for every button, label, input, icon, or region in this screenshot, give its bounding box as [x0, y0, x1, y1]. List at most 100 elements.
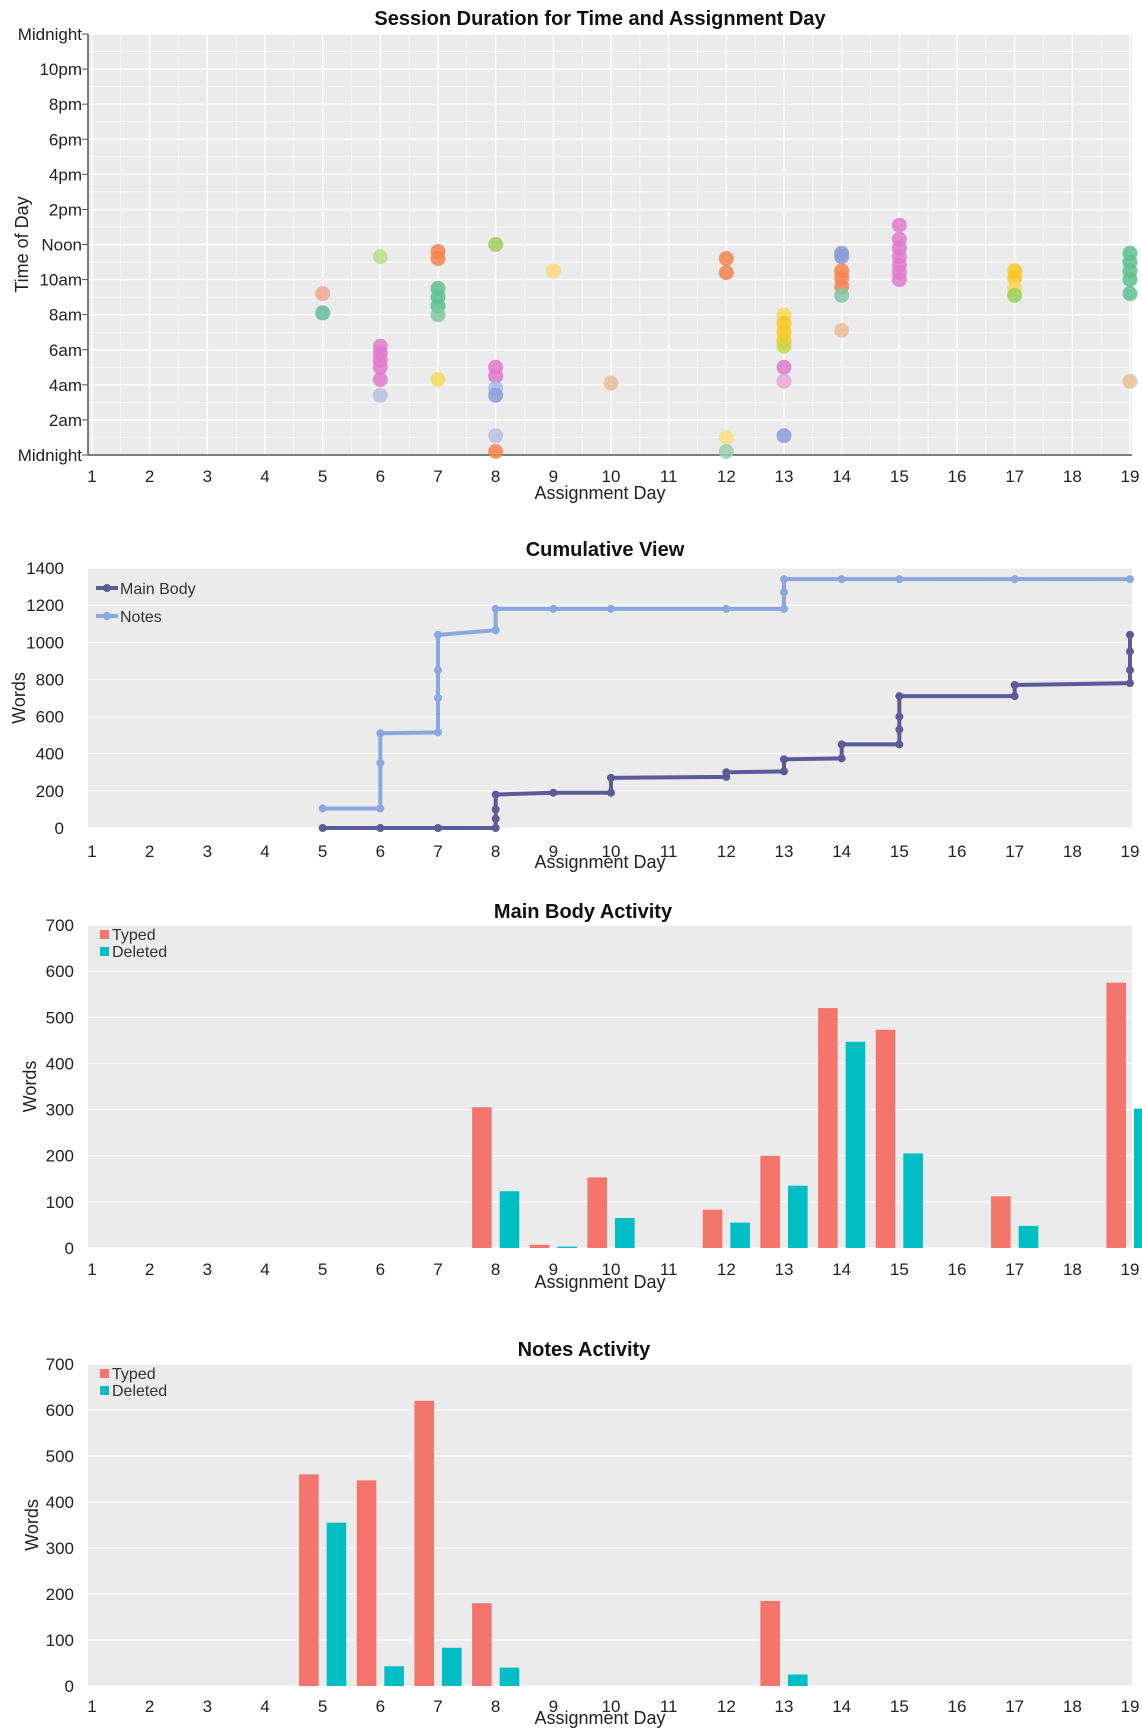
scatter-point	[488, 237, 504, 252]
plot-background	[88, 925, 1132, 1248]
x-tick-label: 10	[602, 842, 621, 861]
y-tick-label: Noon	[41, 236, 82, 255]
series-point	[1126, 647, 1134, 656]
bar-deleted	[903, 1153, 923, 1248]
bar-typed	[472, 1603, 492, 1686]
series-point	[780, 575, 788, 584]
series-point	[1010, 681, 1019, 689]
y-tick-label: 10am	[39, 271, 82, 290]
y-axis-label: Words	[9, 672, 29, 724]
bar-deleted	[442, 1647, 462, 1686]
scatter-point	[776, 359, 792, 375]
scatter-point	[372, 249, 388, 265]
legend-label: Deleted	[112, 1383, 167, 1400]
bar-typed	[356, 1480, 377, 1686]
series-point	[895, 740, 904, 749]
x-tick-label: 13	[775, 1260, 794, 1279]
series-point	[837, 740, 846, 749]
scatter-point	[603, 375, 619, 391]
x-tick-label: 11	[660, 842, 678, 861]
x-tick-label: 4	[260, 1697, 269, 1716]
x-tick-label: 3	[203, 467, 212, 486]
scatter-point	[1007, 270, 1023, 286]
series-point	[376, 824, 385, 832]
scatter-point	[545, 263, 561, 279]
bar-deleted	[845, 1041, 866, 1248]
bar-typed	[760, 1155, 780, 1248]
legend-label: Typed	[112, 1366, 156, 1383]
series-point	[895, 712, 904, 721]
series-point	[895, 692, 904, 701]
series-point	[1126, 630, 1134, 639]
series-point	[434, 630, 442, 639]
y-tick-label: 300	[46, 1101, 74, 1120]
x-tick-label: 1	[87, 467, 96, 486]
x-tick-label: 16	[948, 1697, 967, 1716]
series-point	[1126, 666, 1134, 675]
x-tick-label: 6	[376, 842, 385, 861]
x-tick-label: 5	[318, 1260, 327, 1279]
x-tick-label: 12	[717, 842, 736, 861]
x-tick-label: 18	[1063, 1260, 1082, 1279]
x-tick-label: 8	[491, 1697, 500, 1716]
x-tick-label: 4	[260, 842, 269, 861]
legend-label: Deleted	[112, 944, 167, 961]
x-tick-label: 9	[549, 1260, 558, 1279]
scatter-point	[430, 372, 446, 388]
scatter-point	[891, 272, 907, 288]
legend-swatch	[100, 947, 109, 956]
y-tick-label: 600	[46, 1401, 74, 1420]
x-tick-label: 7	[433, 1260, 442, 1279]
scatter-point	[718, 429, 734, 445]
bar-deleted	[384, 1666, 404, 1686]
bar-deleted	[326, 1522, 347, 1686]
x-tick-label: 8	[491, 1260, 500, 1279]
y-tick-label: 0	[65, 1677, 74, 1696]
y-tick-label: 500	[46, 1447, 74, 1466]
scatter-point	[488, 428, 504, 444]
series-point	[607, 604, 615, 613]
bar-typed	[818, 1008, 838, 1248]
x-tick-label: 19	[1121, 467, 1140, 486]
y-tick-label: 6am	[49, 341, 82, 360]
x-tick-label: 12	[717, 1260, 736, 1279]
x-tick-label: 15	[890, 1260, 909, 1279]
bar-typed	[702, 1209, 723, 1248]
x-tick-label: 17	[1005, 842, 1024, 861]
x-tick-label: 10	[602, 1697, 621, 1716]
series-point	[434, 666, 442, 675]
bar-typed	[760, 1600, 780, 1686]
y-tick-label: 500	[46, 1008, 74, 1027]
y-tick-label: 0	[55, 819, 64, 838]
x-tick-label: 11	[660, 467, 678, 486]
x-tick-label: 13	[775, 1697, 794, 1716]
x-tick-label: 4	[260, 467, 269, 486]
y-tick-label: 6pm	[49, 130, 82, 149]
x-tick-label: 5	[318, 842, 327, 861]
series-point	[491, 814, 500, 823]
y-tick-label: 2am	[49, 411, 82, 430]
y-tick-label: 1400	[26, 559, 64, 578]
series-point	[434, 824, 442, 832]
y-tick-label: 4pm	[49, 165, 82, 184]
x-tick-label: 19	[1121, 1260, 1140, 1279]
legend-swatch-point	[103, 584, 111, 592]
series-point	[549, 788, 558, 797]
x-tick-label: 6	[376, 467, 385, 486]
series-point	[780, 604, 788, 613]
y-tick-label: 400	[46, 1054, 74, 1073]
series-point	[1126, 679, 1134, 688]
x-tick-label: 4	[260, 1260, 269, 1279]
x-tick-label: 10	[602, 467, 621, 486]
series-point	[837, 754, 846, 763]
x-tick-label: 17	[1005, 1697, 1024, 1716]
series-point	[722, 604, 731, 613]
legend-label: Main Body	[120, 581, 196, 598]
x-tick-label: 11	[660, 1697, 678, 1716]
x-tick-label: 1	[87, 842, 96, 861]
x-tick-label: 5	[318, 467, 327, 486]
scatter-point	[718, 443, 734, 459]
scatter-point	[315, 286, 331, 302]
